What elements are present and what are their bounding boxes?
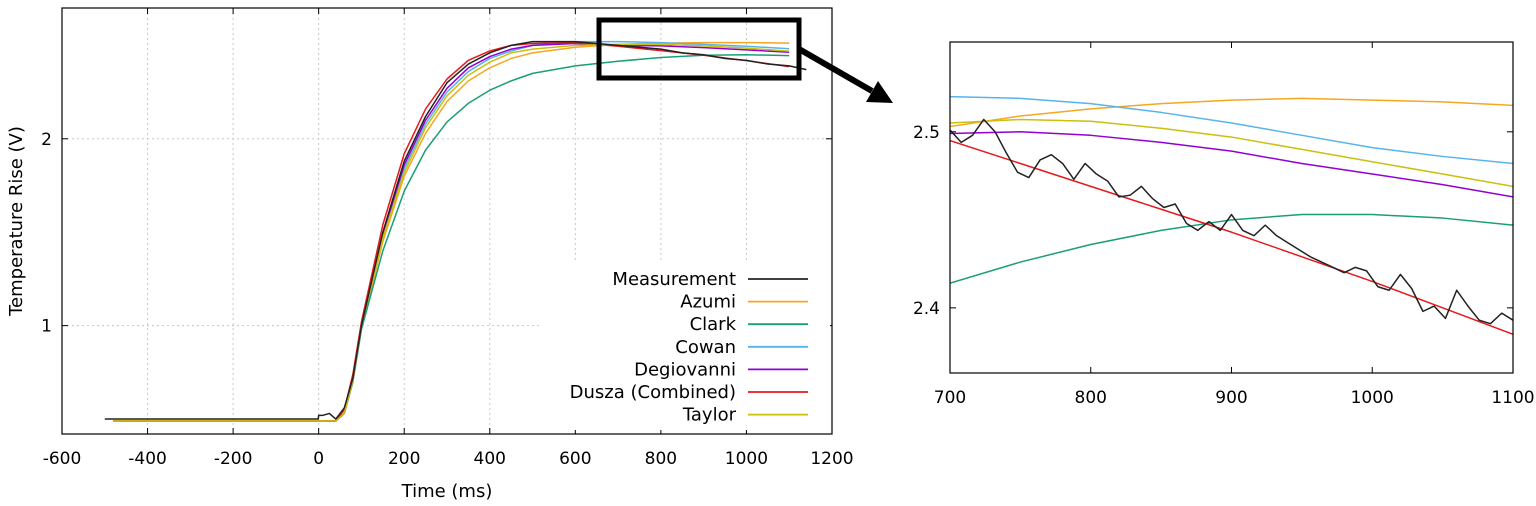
legend: MeasurementAzumiClarkCowanDegiovanniDusz…	[570, 269, 808, 426]
x-tick-label: -600	[43, 449, 82, 469]
legend-label-dusza-combined: Dusza (Combined)	[570, 382, 736, 403]
main-x-tick-labels: -600 -400 -200 0 200 400 600 800 1000 1200	[43, 8, 854, 469]
zoom-series-azumi	[950, 97, 1513, 128]
y-axis-title: Temperature Rise (V)	[6, 126, 27, 317]
x-tick-label: 400	[474, 449, 506, 469]
zoom-series-group	[950, 95, 1513, 335]
x-tick-label: 1000	[1351, 388, 1394, 408]
main-series-dusza-combined	[113, 41, 790, 422]
zoom-series-cowan	[950, 95, 1513, 165]
main-series-group	[104, 40, 807, 422]
zoom-series-clark	[950, 213, 1513, 284]
x-tick-label: 1200	[810, 449, 853, 469]
zoom-series-degiovanni	[950, 131, 1513, 198]
zoom-arrow-head	[866, 81, 893, 103]
zoom-x-tick-labels: 700 800 900 1000 1100	[934, 42, 1535, 408]
y-tick-label: 2	[41, 130, 52, 150]
x-tick-label: 1100	[1491, 388, 1534, 408]
main-chart: -600 -400 -200 0 200 400 600 800 1000 1200 1 2 Tim…	[6, 7, 854, 502]
y-tick-label: 2.4	[913, 299, 940, 319]
legend-label-taylor: Taylor	[682, 405, 737, 426]
x-tick-label: 0	[313, 449, 324, 469]
zoom-chart: 700 800 900 1000 1100 2.4 2.5	[913, 41, 1535, 408]
main-series-measurement	[104, 40, 807, 420]
x-tick-label: 600	[559, 449, 591, 469]
legend-label-measurement: Measurement	[612, 269, 736, 290]
zoom-plot-frame	[949, 41, 1514, 374]
y-tick-label: 1	[41, 317, 52, 337]
legend-label-degiovanni: Degiovanni	[634, 359, 736, 380]
x-tick-label: 800	[1075, 388, 1107, 408]
zoom-series-taylor	[950, 118, 1513, 188]
x-tick-label: -200	[214, 449, 253, 469]
zoom-series-measurement	[950, 118, 1513, 325]
x-tick-label: 700	[934, 388, 966, 408]
x-axis-title: Time (ms)	[401, 481, 493, 502]
zoom-series-dusza-combined	[950, 139, 1513, 335]
zoom-arrow	[797, 46, 893, 103]
x-tick-label: 900	[1215, 388, 1247, 408]
legend-label-cowan: Cowan	[675, 337, 736, 358]
x-tick-label: 800	[645, 449, 677, 469]
legend-label-clark: Clark	[690, 314, 737, 335]
x-tick-label: 200	[388, 449, 420, 469]
legend-label-azumi: Azumi	[680, 292, 736, 313]
zoom-arrow-line	[797, 46, 874, 94]
main-series-taylor	[113, 43, 790, 422]
y-tick-label: 2.5	[913, 123, 940, 143]
x-tick-label: 1000	[725, 449, 768, 469]
main-plot-frame	[61, 7, 833, 435]
zoom-y-tick-labels: 2.4 2.5	[913, 123, 1513, 319]
x-tick-label: -400	[128, 449, 167, 469]
